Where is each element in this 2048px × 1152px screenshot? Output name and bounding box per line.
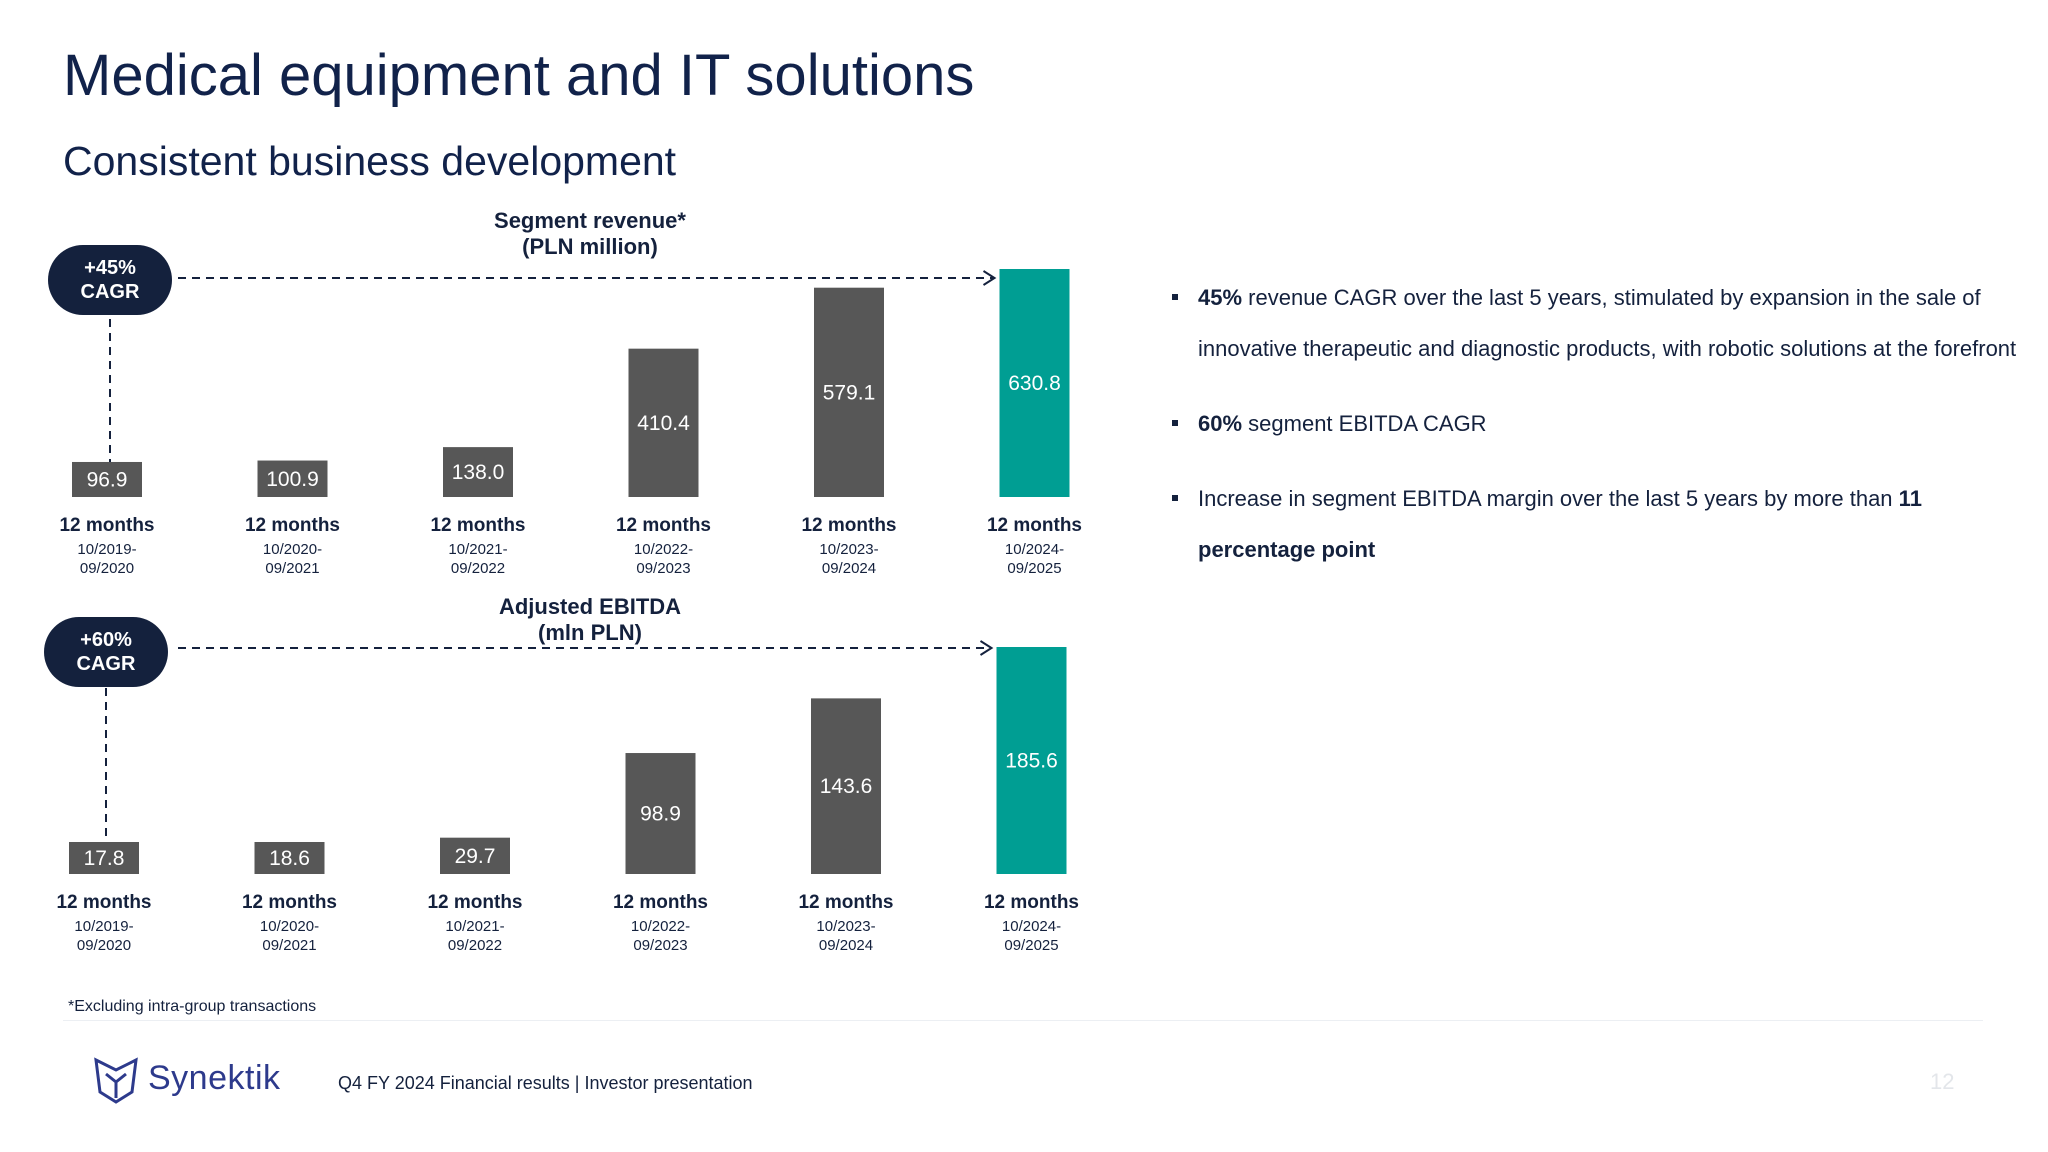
revenue-bar	[443, 447, 513, 497]
revenue-period-end-label: 09/2023	[636, 560, 690, 577]
revenue-bar-value-label: 96.9	[87, 468, 128, 491]
footer-caption: Q4 FY 2024 Financial results | Investor …	[338, 1073, 753, 1093]
revenue-chart-title-line1: Segment revenue*	[494, 208, 686, 233]
ebitda-period-end-label: 09/2025	[1004, 937, 1058, 954]
revenue-period-start-label: 10/2020-	[263, 541, 322, 558]
ebitda-chart-svg: 17.8 12 months 10/2019- 09/2020 18.6 12 month…	[56, 640, 1079, 954]
ebitda-bar-value-label: 17.8	[84, 847, 125, 870]
ebitda-period-start-label: 10/2023-	[816, 918, 875, 935]
ebitda-bar-value-label: 98.9	[640, 803, 681, 826]
ebitda-chart-title-line2: (mln PLN)	[538, 620, 642, 645]
ebitda-cagr-value: +60%	[80, 629, 132, 651]
ebitda-category-label: 12 months	[798, 892, 893, 913]
revenue-period-start-label: 10/2021-	[448, 541, 507, 558]
revenue-period-end-label: 09/2025	[1007, 560, 1061, 577]
ebitda-bar	[69, 842, 139, 874]
revenue-period-start-label: 10/2019-	[77, 541, 136, 558]
revenue-chart-title: Segment revenue* (PLN million)	[340, 208, 840, 260]
ebitda-period-end-label: 09/2024	[819, 937, 873, 954]
revenue-category-label: 12 months	[245, 515, 340, 536]
ebitda-chart: Adjusted EBITDA (mln PLN) +60% CAGR 17.8…	[40, 591, 1100, 991]
ebitda-bar	[996, 647, 1067, 874]
revenue-bar-value-label: 579.1	[823, 381, 876, 404]
revenue-cagr-label: CAGR	[80, 281, 140, 303]
ebitda-category-label: 12 months	[427, 892, 522, 913]
revenue-category-label: 12 months	[59, 515, 154, 536]
ebitda-cagr-label: CAGR	[76, 653, 136, 675]
logo-text: Synektik	[148, 1058, 281, 1097]
revenue-bar	[814, 287, 884, 497]
bullet-revenue-cagr-bold: 45%	[1198, 285, 1243, 310]
ebitda-chart-title: Adjusted EBITDA (mln PLN)	[340, 594, 840, 646]
bullet-ebitda-cagr: 60% segment EBITDA CAGR	[1170, 398, 2030, 449]
ebitda-bar-value-label: 185.6	[1005, 750, 1058, 773]
logo-icon	[94, 1057, 138, 1104]
revenue-bar	[257, 460, 328, 497]
revenue-period-end-label: 09/2024	[822, 560, 876, 577]
revenue-period-end-label: 09/2022	[451, 560, 505, 577]
revenue-chart: Segment revenue* (PLN million) +45% CAGR…	[40, 205, 1100, 605]
ebitda-bar	[625, 753, 696, 874]
revenue-bar-value-label: 630.8	[1008, 372, 1061, 395]
ebitda-period-end-label: 09/2020	[77, 937, 131, 954]
ebitda-bar-value-label: 18.6	[269, 847, 310, 870]
revenue-bar	[999, 269, 1070, 497]
revenue-period-start-label: 10/2022-	[634, 541, 693, 558]
revenue-chart-title-line2: (PLN million)	[522, 234, 658, 259]
revenue-cagr-value: +45%	[84, 257, 136, 279]
ebitda-bar	[811, 698, 881, 874]
ebitda-period-start-label: 10/2019-	[74, 918, 133, 935]
revenue-bar	[628, 348, 699, 497]
revenue-period-start-label: 10/2023-	[819, 541, 878, 558]
bullet-ebitda-margin: Increase in segment EBITDA margin over t…	[1170, 473, 2030, 575]
bullet-revenue-cagr-text: revenue CAGR over the last 5 years, stim…	[1198, 285, 2017, 361]
revenue-category-label: 12 months	[987, 515, 1082, 536]
ebitda-chart-title-line1: Adjusted EBITDA	[498, 594, 682, 619]
ebitda-category-label: 12 months	[984, 892, 1079, 913]
bullet-ebitda-margin-text: Increase in segment EBITDA margin over t…	[1198, 486, 1899, 511]
ebitda-category-label: 12 months	[613, 892, 708, 913]
footer-divider	[63, 1020, 1983, 1021]
revenue-period-end-label: 09/2020	[80, 560, 134, 577]
ebitda-period-start-label: 10/2022-	[631, 918, 690, 935]
ebitda-cagr-arrowhead	[979, 640, 994, 656]
ebitda-period-start-label: 10/2021-	[445, 918, 504, 935]
revenue-category-label: 12 months	[430, 515, 525, 536]
bullet-revenue-cagr: 45% revenue CAGR over the last 5 years, …	[1170, 272, 2030, 374]
page-subtitle: Consistent business development	[63, 138, 677, 184]
bullet-ebitda-cagr-bold: 60%	[1198, 411, 1243, 436]
page-number: 12	[1930, 1069, 1955, 1094]
ebitda-category-label: 12 months	[242, 892, 337, 913]
revenue-bar-value-label: 138.0	[452, 461, 505, 484]
ebitda-cagr-badge: +60% CAGR	[44, 617, 168, 687]
revenue-cagr-arrowhead	[982, 270, 997, 286]
ebitda-period-start-label: 10/2020-	[260, 918, 319, 935]
bullet-ebitda-margin-bold: 11 percentage point	[1198, 486, 1922, 562]
footnote: *Excluding intra-group transactions	[68, 998, 317, 1015]
ebitda-bar-value-label: 29.7	[455, 845, 496, 868]
revenue-chart-svg: 96.9 12 months 10/2019- 09/2020 100.9 12 mont…	[59, 269, 1082, 577]
revenue-bar-value-label: 410.4	[637, 412, 690, 435]
company-logo: Synektik	[90, 1052, 281, 1104]
ebitda-bar-value-label: 143.6	[820, 775, 873, 798]
ebitda-period-end-label: 09/2023	[633, 937, 687, 954]
revenue-category-label: 12 months	[801, 515, 896, 536]
revenue-period-start-label: 10/2024-	[1005, 541, 1064, 558]
revenue-bar-value-label: 100.9	[266, 468, 319, 491]
ebitda-bar	[440, 837, 510, 874]
revenue-period-end-label: 09/2021	[265, 560, 319, 577]
ebitda-category-label: 12 months	[56, 892, 151, 913]
revenue-bar	[72, 461, 142, 497]
ebitda-period-end-label: 09/2021	[262, 937, 316, 954]
key-points: 45% revenue CAGR over the last 5 years, …	[1170, 272, 2030, 599]
page-title: Medical equipment and IT solutions	[63, 43, 975, 108]
revenue-category-label: 12 months	[616, 515, 711, 536]
ebitda-period-end-label: 09/2022	[448, 937, 502, 954]
ebitda-period-start-label: 10/2024-	[1002, 918, 1061, 935]
revenue-cagr-badge: +45% CAGR	[48, 245, 172, 315]
ebitda-bar	[254, 842, 325, 874]
bullet-ebitda-cagr-text: segment EBITDA CAGR	[1242, 411, 1487, 436]
